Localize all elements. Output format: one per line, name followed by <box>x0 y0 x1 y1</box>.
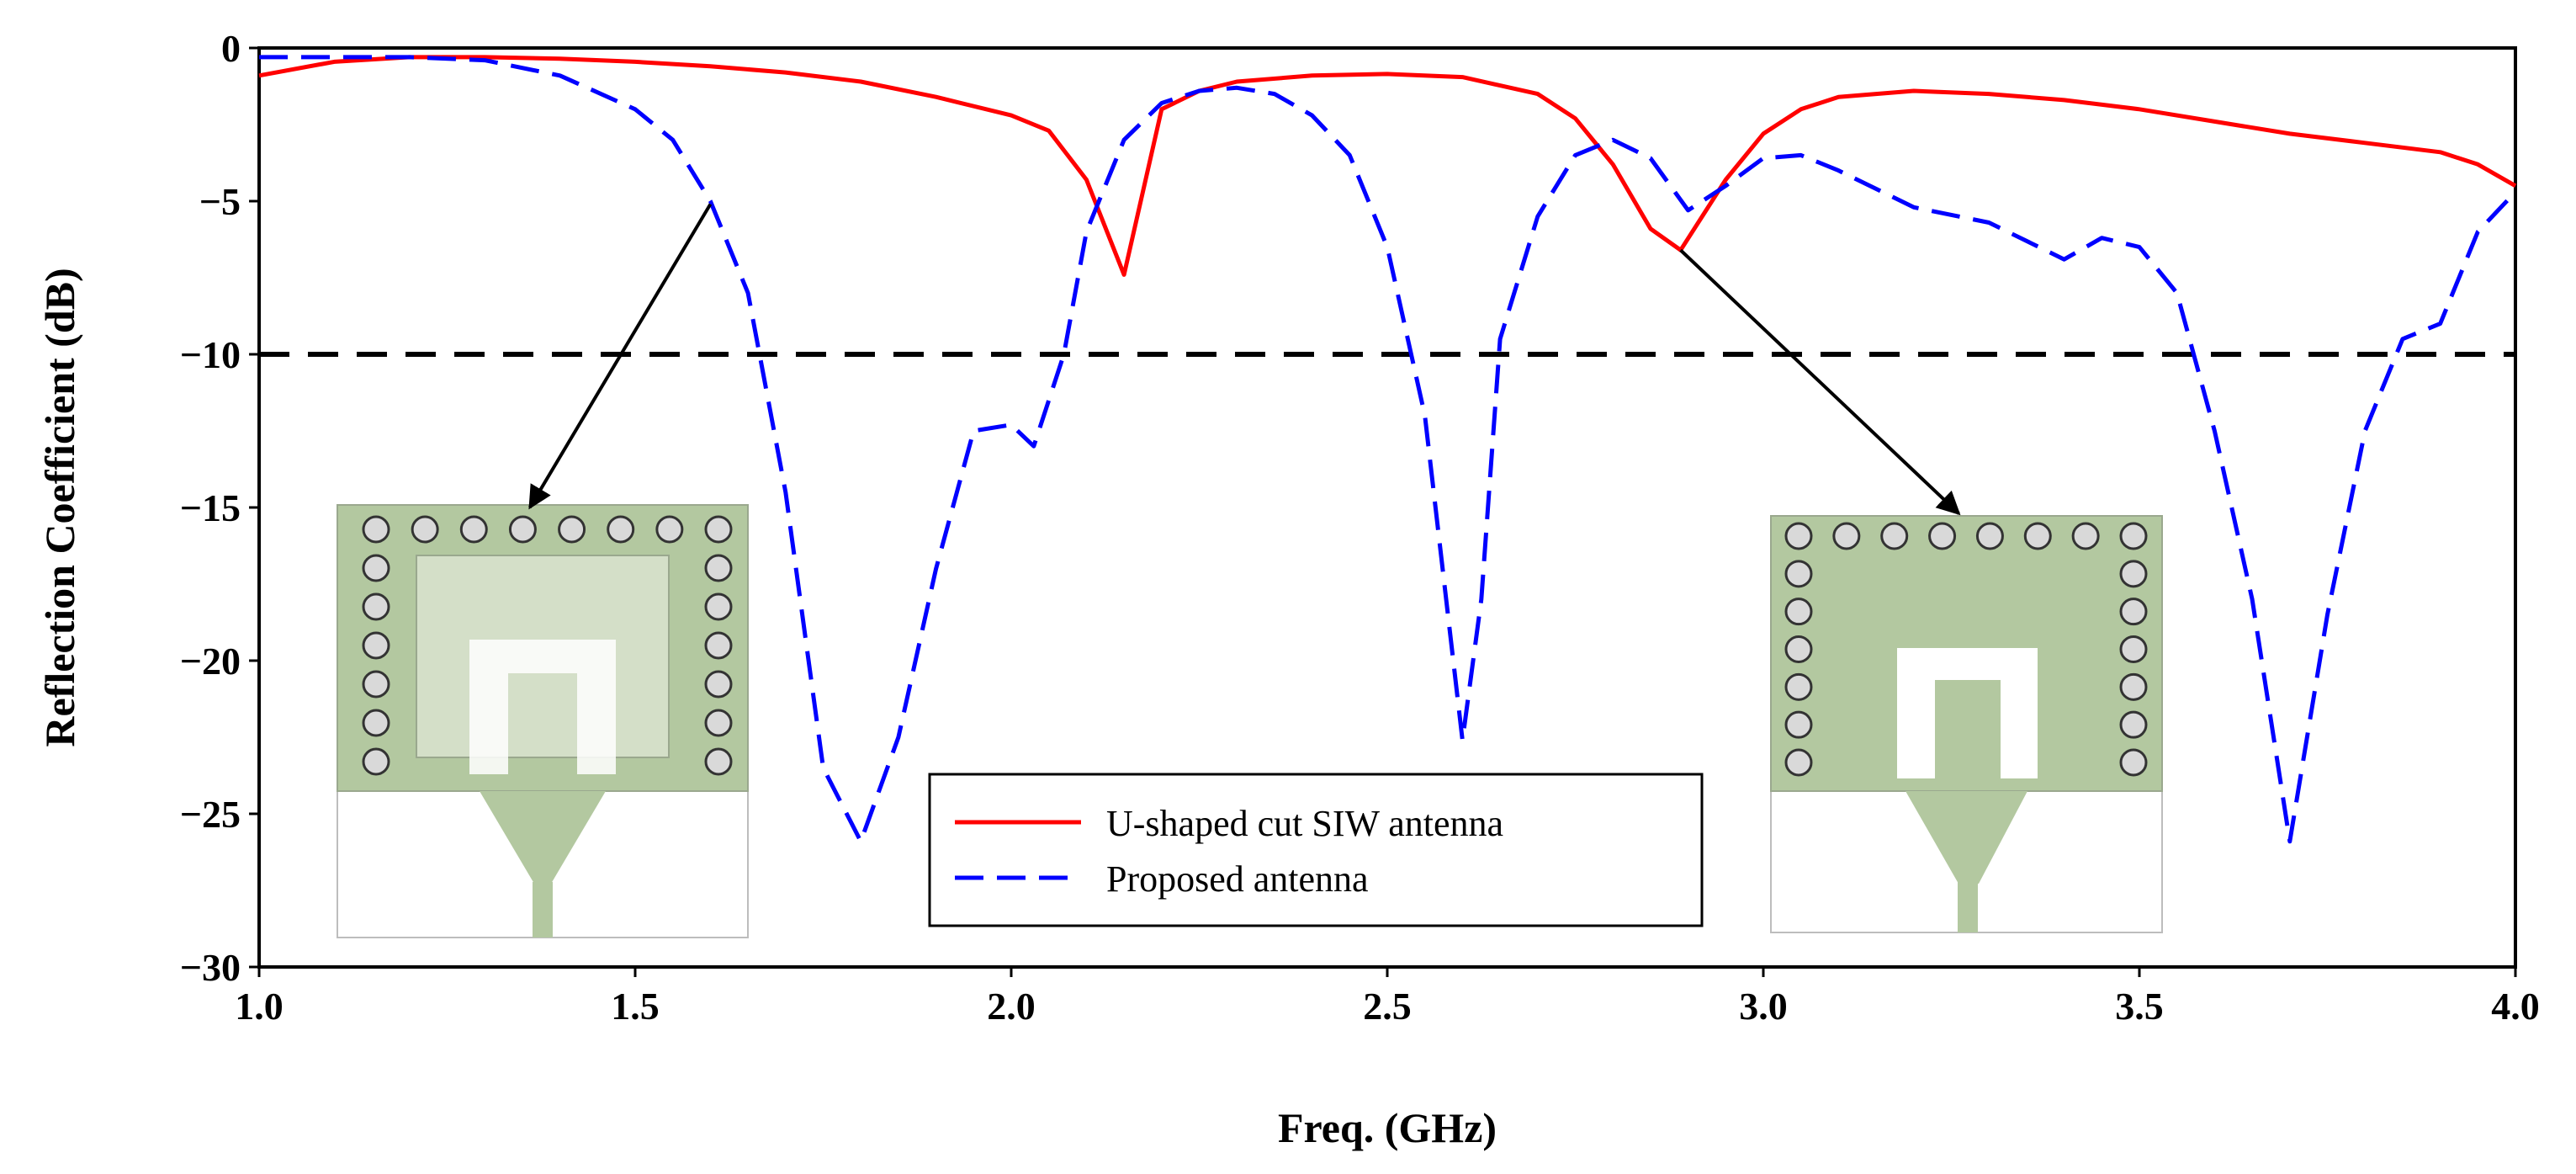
inset-antenna-superstrate <box>337 504 749 938</box>
via-hole <box>1784 635 1813 663</box>
y-axis-title: Reflection Coefficient (dB) <box>36 268 83 746</box>
y-tick-label: −30 <box>180 946 241 989</box>
via-hole <box>1975 522 2004 550</box>
axis-ticks: 1.0 1.5 2.0 2.5 3.0 3.5 4.0 0 −5 −10 −15 −20 −25 −30 <box>180 27 2540 1028</box>
via-hole <box>1784 710 1813 739</box>
via-hole <box>1784 598 1813 626</box>
via-hole <box>1784 560 1813 588</box>
via-hole <box>1880 522 1909 550</box>
via-hole <box>459 515 488 544</box>
inset2-u-slot <box>1897 648 2038 778</box>
via-hole <box>1784 672 1813 701</box>
via-hole <box>1784 748 1813 777</box>
via-hole <box>704 554 733 582</box>
y-tick-label: 0 <box>221 27 241 70</box>
x-tick-label: 2.5 <box>1363 985 1412 1028</box>
via-hole <box>704 592 733 621</box>
via-hole <box>1928 522 1957 550</box>
via-hole <box>704 631 733 660</box>
via-hole <box>362 592 390 621</box>
y-tick-label: −20 <box>180 640 241 683</box>
via-hole <box>362 670 390 699</box>
via-hole <box>1832 522 1861 550</box>
legend-label-proposed: Proposed antenna <box>1106 858 1369 900</box>
via-hole <box>704 709 733 737</box>
x-tick-label: 2.0 <box>987 985 1036 1028</box>
inset-antenna-u-slot <box>1770 515 2163 933</box>
via-hole <box>2119 672 2148 701</box>
via-hole <box>2119 635 2148 663</box>
legend: U-shaped cut SIW antenna Proposed antenn… <box>928 773 1704 927</box>
via-hole <box>2119 598 2148 626</box>
via-hole <box>2119 710 2148 739</box>
x-axis-title: Freq. (GHz) <box>1278 1104 1497 1151</box>
via-hole <box>508 515 537 544</box>
annotation-arrows <box>528 203 1961 516</box>
via-hole <box>362 554 390 582</box>
x-tick-label: 1.5 <box>611 985 660 1028</box>
via-hole <box>704 515 733 544</box>
via-hole <box>1784 522 1813 550</box>
inset1-feed-taper <box>480 791 606 884</box>
via-hole <box>2071 522 2100 550</box>
via-hole <box>362 631 390 660</box>
legend-label-u-shaped: U-shaped cut SIW antenna <box>1106 803 1503 844</box>
x-tick-label: 1.0 <box>235 985 284 1028</box>
via-hole <box>2119 748 2148 777</box>
x-tick-label: 3.0 <box>1739 985 1788 1028</box>
y-tick-label: −25 <box>180 793 241 836</box>
via-hole <box>362 515 390 544</box>
legend-box <box>928 773 1704 927</box>
y-tick-label: −10 <box>180 333 241 376</box>
via-hole <box>2119 522 2148 550</box>
series-layer <box>258 55 2517 844</box>
series-line-u-shaped <box>258 55 2517 277</box>
via-hole <box>411 515 439 544</box>
y-tick-label: −15 <box>180 486 241 529</box>
x-tick-label: 3.5 <box>2115 985 2164 1028</box>
via-hole <box>704 747 733 776</box>
inset2-feed-line <box>1958 882 1978 932</box>
via-hole <box>607 515 635 544</box>
inset2-via-array <box>1784 522 2148 777</box>
annotation-arrow <box>1679 248 1961 516</box>
y-tick-label: −5 <box>199 180 241 223</box>
inset1-u-slot <box>469 640 616 774</box>
via-hole <box>362 747 390 776</box>
inset2-feed-taper <box>1905 791 2027 884</box>
via-hole <box>655 515 684 544</box>
via-hole <box>704 670 733 699</box>
inset1-feed-line <box>533 882 553 938</box>
series-line-proposed <box>259 55 2517 844</box>
via-hole <box>362 709 390 737</box>
via-hole <box>2119 560 2148 588</box>
inset1-via-array <box>362 515 733 776</box>
x-tick-label: 4.0 <box>2491 985 2540 1028</box>
annotation-arrow <box>528 203 713 510</box>
via-hole <box>2023 522 2052 550</box>
via-hole <box>558 515 586 544</box>
